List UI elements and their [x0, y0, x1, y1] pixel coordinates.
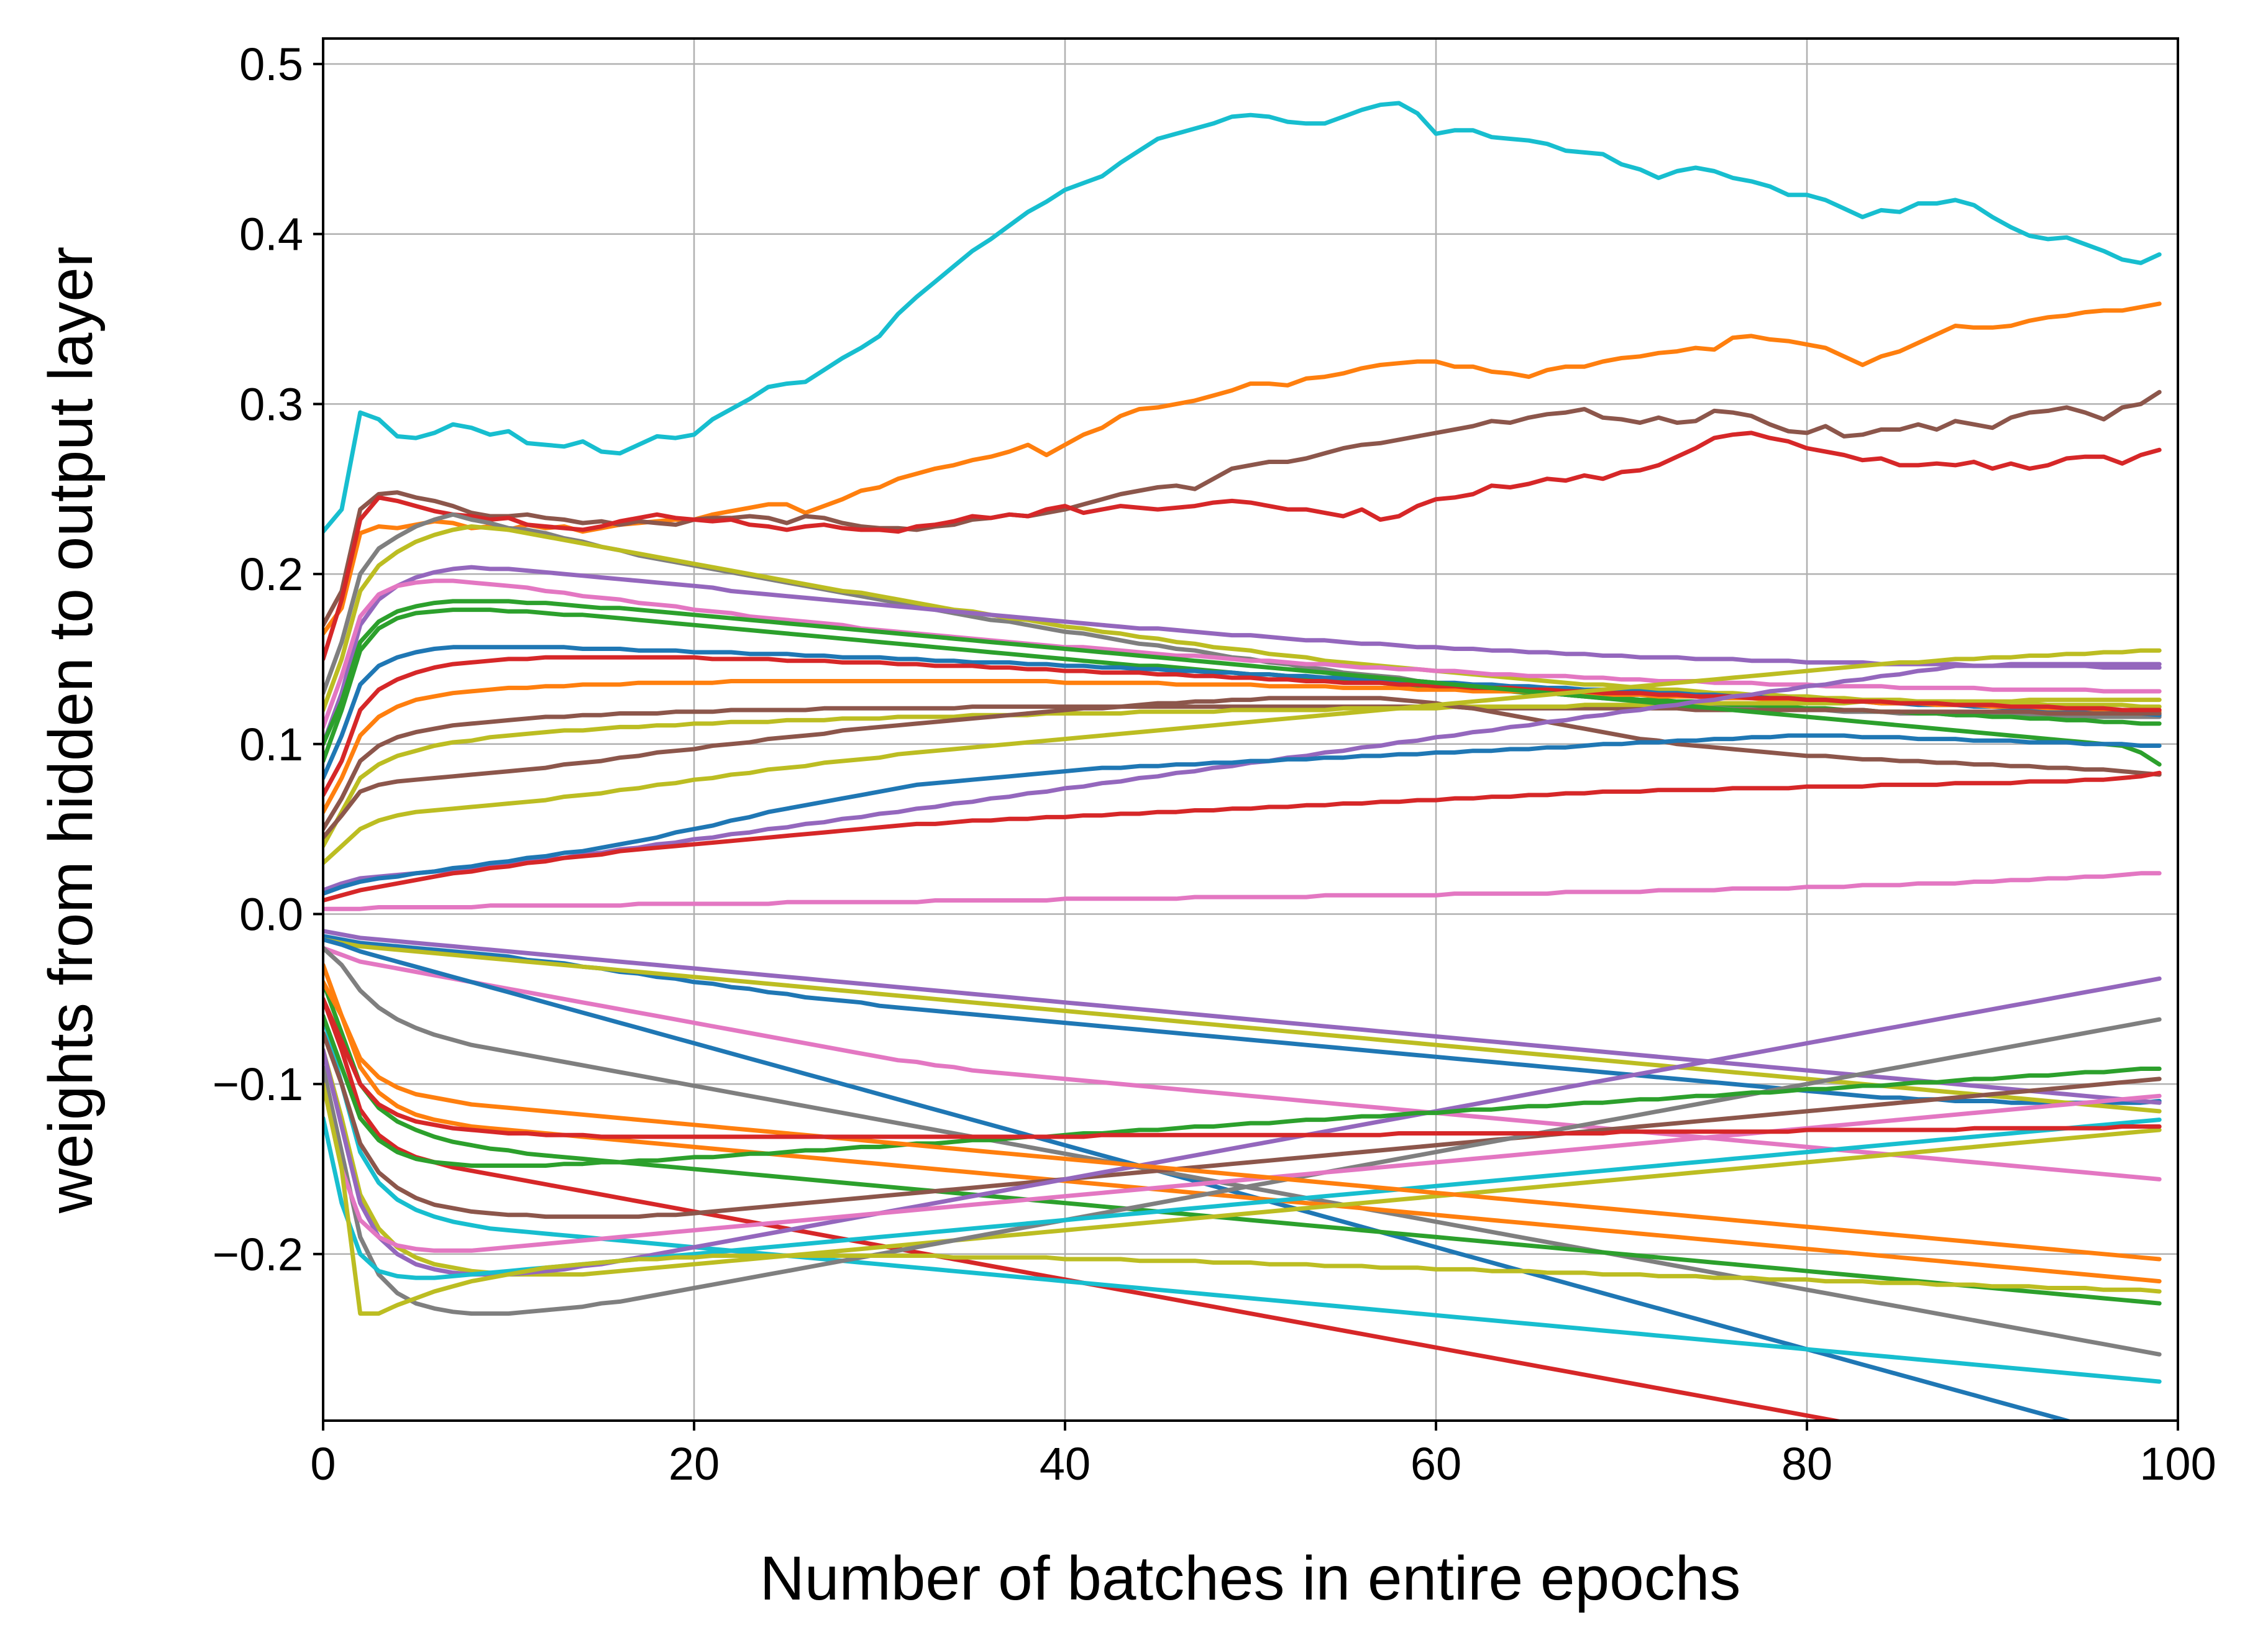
series-line-8 [323, 578, 2162, 729]
series-line-31 [323, 1014, 2162, 1384]
series-line-17 [323, 648, 2162, 865]
y-tick-label: 0.4 [239, 209, 303, 260]
series-line-20 [323, 770, 2162, 903]
series-line-30 [323, 996, 1847, 1421]
series-line-21 [323, 871, 2162, 911]
x-tick-label: 40 [1040, 1438, 1091, 1490]
y-tick-label: −0.1 [213, 1058, 303, 1110]
x-tick-label: 60 [1411, 1438, 1461, 1490]
series-line-34 [323, 1017, 2162, 1316]
series-line-33 [323, 1047, 2162, 1277]
series-line-25 [323, 945, 2162, 1181]
x-axis-label: Number of batches in entire epochs [760, 1544, 1741, 1613]
series-line-40 [323, 996, 2162, 1139]
series-lines [323, 101, 2162, 1421]
y-tick-label: 0.2 [239, 549, 303, 600]
series-line-14 [323, 655, 2162, 798]
y-tick-label: 0.5 [239, 39, 303, 90]
series-line-12 [323, 704, 2162, 832]
y-tick-label: 0.0 [239, 888, 303, 940]
series-line-32 [323, 1031, 2162, 1219]
x-tick-label: 0 [310, 1438, 336, 1490]
series-line-36 [323, 1081, 2162, 1253]
x-tick-label: 100 [2139, 1438, 2216, 1490]
series-line-16 [323, 696, 2162, 840]
series-line-19 [323, 733, 2162, 896]
series-line-4 [323, 430, 2162, 662]
x-tick-label: 80 [1781, 1438, 1832, 1490]
series-line-41 [323, 1081, 2162, 1316]
series-line-6 [323, 524, 2162, 712]
plot-frame [322, 37, 2179, 1422]
series-line-39 [323, 980, 2162, 1262]
axis-ticks: 0 20 40 60 80 100 −0.2 −0.1 0.0 0.1 0.2 0.3 0.4 0.5 [213, 39, 2216, 1490]
y-tick-label: 0.1 [239, 719, 303, 770]
series-line-3 [323, 389, 2162, 627]
series-line-28 [323, 963, 2162, 1284]
series-line-38 [323, 1014, 2162, 1168]
series-line-23 [323, 937, 2162, 1114]
x-tick-label: 20 [669, 1438, 720, 1490]
y-axis-label: weights from hidden to output layer [36, 247, 106, 1214]
series-line-1 [323, 101, 2162, 534]
series-line-15 [323, 599, 2162, 767]
y-tick-label: −0.2 [213, 1229, 303, 1280]
series-line-7 [323, 565, 2162, 747]
series-line-26 [323, 937, 2075, 1421]
y-tick-label: 0.3 [239, 378, 303, 430]
